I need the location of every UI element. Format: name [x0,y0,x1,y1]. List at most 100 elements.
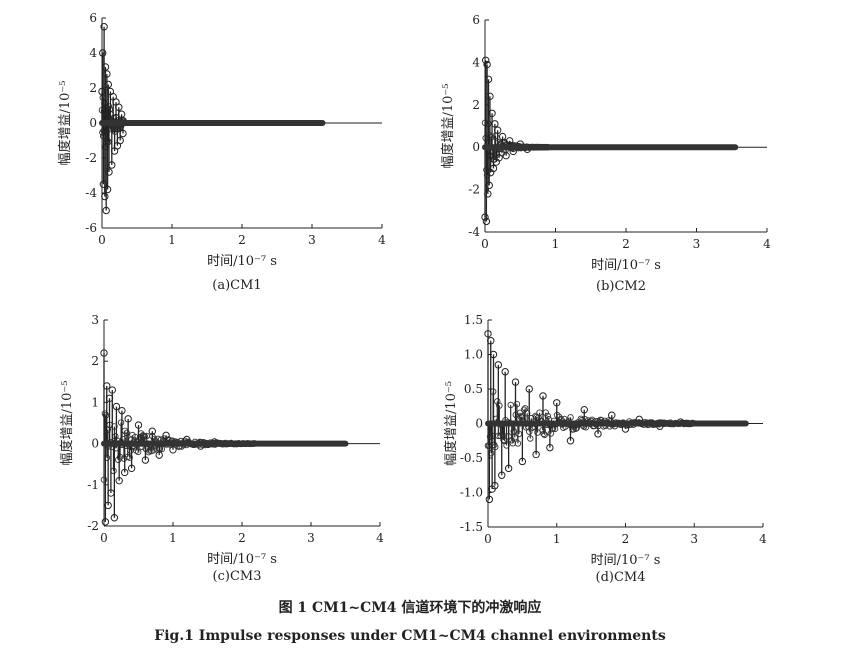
data-marker [489,350,498,359]
y-tick-label: 1.0 [464,348,483,362]
chart-panel-4: -1.5 -1.0 -0.5 0 0.5 1.0 1.5 0 1 2 3 4 时间/10⁻⁷ s 幅度增益… [443,313,767,585]
data-marker [608,411,616,419]
y-tick-label: 2 [91,354,99,368]
data-marker [504,464,513,473]
data-marker [494,361,503,369]
data-marker [511,378,520,386]
data-marker [103,185,112,194]
y-tick-label: -1 [87,478,99,492]
data-marker [118,406,126,415]
data-marker [121,468,129,477]
y-tick-label: -4 [468,225,480,239]
chart-panel-2: -4 -2 0 2 4 6 0 1 2 3 4 时间/10⁻⁷ s 幅度增益/10⁻⁵ (b)CM2 [440,13,771,294]
stem-marker [123,429,131,437]
y-tick-label: 1 [91,395,99,409]
data-marker [505,137,514,145]
y-tick-label: 3 [91,313,99,327]
stem-marker [534,429,541,436]
x-tick-label: 3 [690,532,698,546]
chart-panel-1: -6 -4 -2 0 2 4 6 0 1 2 3 4 时间/10⁻⁷ s 幅度增益/10⁻⁵ (a)CM1 [57,11,386,293]
data-marker [491,481,499,490]
stem-marker [513,400,521,408]
data-marker [105,168,113,176]
x-tick-label: 1 [169,531,177,545]
x-tick-label: 3 [307,531,315,545]
stem-marker [490,156,498,163]
data-marker [532,450,540,459]
y-tick-label: 1.5 [464,313,483,327]
data-marker [134,421,143,429]
y-tick-label: 2 [89,81,97,95]
data-marker [108,386,116,394]
stem-marker [494,398,501,405]
data-marker [485,181,493,190]
y-tick-label: -4 [85,186,97,200]
y-tick-label: -1.0 [460,486,483,500]
data-marker [115,103,123,111]
x-tick-label: 0 [98,233,106,247]
y-tick-label: 6 [472,13,480,27]
data-marker [117,110,126,118]
y-tick-label: -2 [85,151,97,165]
data-marker [498,132,507,141]
stem-marker [532,412,539,420]
data-marker [487,337,495,345]
figure-caption-en: Fig.1 Impulse responses under CM1~CM4 ch… [154,628,666,644]
data-marker [501,368,509,376]
y-tick-label: -2 [468,183,480,197]
x-tick-label: 1 [553,532,561,546]
x-tick-label: 0 [484,532,492,546]
data-marker [484,190,492,198]
y-tick-label: 0 [475,417,483,431]
data-marker [124,415,132,423]
data-marker [566,437,575,445]
data-marker [102,206,110,215]
subplot-caption: (d)CM4 [596,570,646,585]
y-tick-label: -1.5 [460,520,483,534]
stem-marker [100,476,108,483]
stem-marker [116,453,124,461]
stem-marker [102,412,110,419]
stem-marker [133,447,140,454]
stem-marker [516,409,524,417]
x-tick-label: 3 [693,237,701,251]
y-tick-label: 2 [472,98,480,112]
y-axis-title: 幅度增益/10⁻⁵ [440,84,456,169]
stem-marker [526,428,533,435]
figure-caption-cn: 图 1 CM1~CM4 信道环境下的冲激响应 [279,599,542,616]
y-tick-label: 0.5 [464,382,483,396]
x-tick-label: 0 [481,237,489,251]
data-marker [481,213,489,221]
x-tick-label: 3 [308,233,316,247]
x-tick-label: 1 [552,237,560,251]
data-marker [119,129,127,138]
y-tick-label: 4 [89,46,97,60]
y-axis-title: 幅度增益/10⁻⁵ [57,81,73,166]
x-axis-title: 时间/10⁻⁷ s [207,254,277,269]
subplot-caption: (a)CM1 [212,278,261,293]
data-marker [155,451,163,459]
data-marker [108,161,116,169]
x-tick-label: 4 [759,532,767,546]
stem-marker [103,454,111,462]
y-axis-title: 幅度增益/10⁻⁵ [443,381,459,466]
data-marker [493,126,502,134]
data-marker [110,514,119,522]
x-tick-label: 2 [238,531,246,545]
data-marker [485,495,494,504]
y-tick-label: 0 [89,116,97,130]
x-tick-label: 4 [763,237,771,251]
data-marker [502,151,510,160]
y-tick-label: 0 [472,140,480,154]
data-marker [100,23,108,31]
data-marker [104,501,112,510]
x-tick-label: 2 [622,237,630,251]
stem-marker [540,430,547,438]
data-marker [553,399,561,407]
x-tick-label: 4 [378,233,386,247]
y-axis-title: 幅度增益/10⁻⁵ [59,381,75,466]
data-marker [99,49,107,57]
stem-marker [496,402,503,409]
data-marker [546,443,554,452]
